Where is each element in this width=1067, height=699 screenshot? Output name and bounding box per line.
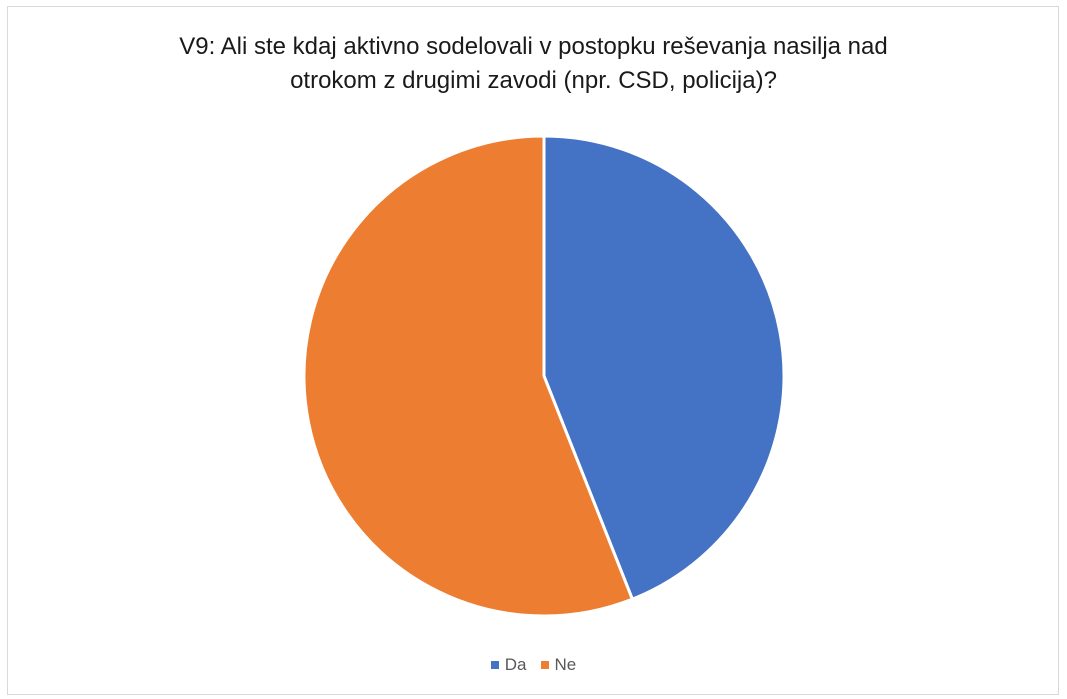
legend-swatch-ne [540, 661, 549, 669]
chart-title-line-1: V9: Ali ste kdaj aktivno sodelovali v po… [179, 33, 888, 60]
legend-item-ne: Ne [540, 655, 577, 675]
pie-slice-da [542, 134, 786, 601]
pie-slice-ne [302, 134, 634, 618]
chart-title-line-2: otrokom z drugimi zavodi (npr. CSD, poli… [290, 67, 777, 94]
legend-item-da: Da [490, 655, 527, 675]
legend-label-ne: Ne [554, 655, 577, 674]
legend-label-da: Da [504, 655, 527, 674]
legend-swatch-da [490, 661, 499, 669]
legend: Da Ne [0, 655, 1067, 675]
chart-title: V9: Ali ste kdaj aktivno sodelovali v po… [0, 30, 1067, 98]
